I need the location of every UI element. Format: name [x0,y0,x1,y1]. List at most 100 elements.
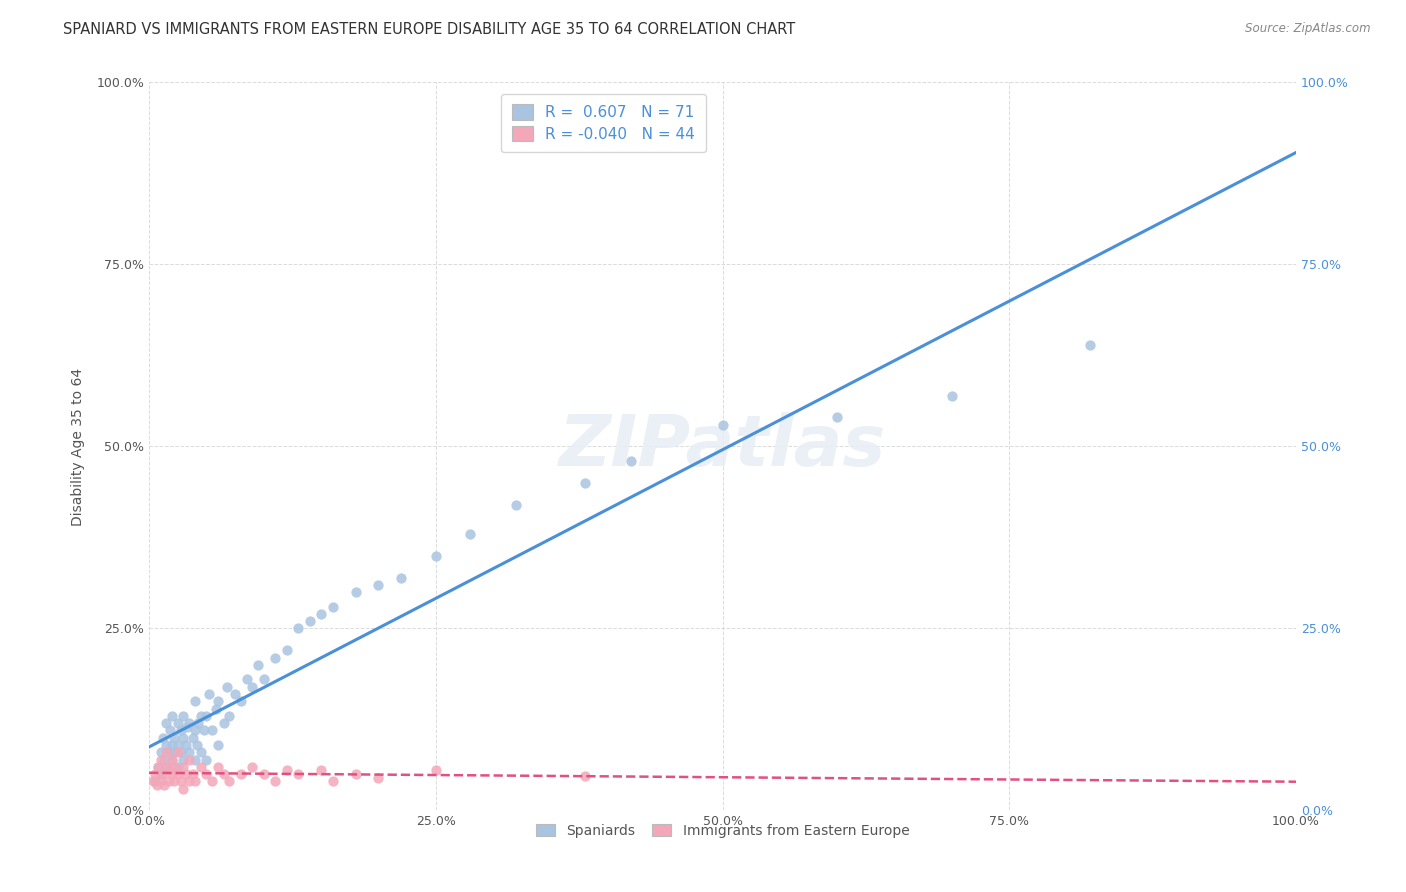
Point [160,709,183,723]
Text: SPANIARD VS IMMIGRANTS FROM EASTERN EUROPE DISABILITY AGE 35 TO 64 CORRELATION C: SPANIARD VS IMMIGRANTS FROM EASTERN EURO… [63,22,796,37]
Point [160,738,183,752]
Point [344,585,367,599]
Y-axis label: Disability Age 35 to 64: Disability Age 35 to 64 [72,368,86,525]
Point [253,767,276,781]
Point [155,760,177,774]
Point [141,774,163,789]
Point [166,760,188,774]
Point [276,643,298,657]
Point [276,764,298,778]
Point [711,417,734,432]
Point [201,723,224,738]
Point [148,760,170,774]
Point [159,764,181,778]
Point [149,745,172,759]
Point [173,760,195,774]
Point [240,760,263,774]
Point [193,723,215,738]
Point [229,694,252,708]
Point [153,752,176,766]
Point [166,716,188,731]
Point [152,731,174,745]
Point [170,745,193,759]
Point [212,767,235,781]
Point [179,716,201,731]
Point [181,767,204,781]
Point [159,723,181,738]
Point [155,738,177,752]
Point [287,767,309,781]
Point [149,752,172,766]
Point [173,731,195,745]
Point [195,767,218,781]
Point [160,752,183,766]
Point [264,650,287,665]
Point [505,498,527,512]
Text: Source: ZipAtlas.com: Source: ZipAtlas.com [1246,22,1371,36]
Point [163,731,186,745]
Text: ZIPatlas: ZIPatlas [560,412,886,481]
Point [190,709,212,723]
Point [174,767,197,781]
Point [155,760,177,774]
Point [179,745,201,759]
Point [247,657,270,672]
Point [197,687,219,701]
Point [166,738,188,752]
Point [148,760,170,774]
Point [574,475,596,490]
Point [170,723,193,738]
Point [195,752,218,766]
Point [163,745,186,759]
Point [165,760,187,774]
Point [179,752,201,766]
Point [179,774,201,789]
Point [143,774,166,789]
Point [298,614,321,628]
Point [190,760,212,774]
Point [574,768,596,782]
Point [184,774,207,789]
Point [309,764,332,778]
Point [184,723,207,738]
Point [207,760,229,774]
Legend: Spaniards, Immigrants from Eastern Europe: Spaniards, Immigrants from Eastern Europ… [530,819,915,844]
Point [163,774,186,789]
Point [287,622,309,636]
Point [224,687,246,701]
Point [152,767,174,781]
Point [184,694,207,708]
Point [207,694,229,708]
Point [190,745,212,759]
Point [153,778,176,792]
Point [155,745,177,759]
Point [344,767,367,781]
Point [181,731,204,745]
Point [149,767,172,781]
Point [458,526,481,541]
Point [170,774,193,789]
Point [620,454,643,468]
Point [827,410,849,425]
Point [253,673,276,687]
Point [322,599,344,614]
Point [159,745,181,759]
Point [155,716,177,731]
Point [149,774,172,789]
Point [367,578,389,592]
Point [309,607,332,621]
Point [217,680,239,694]
Point [367,771,389,785]
Point [143,767,166,781]
Point [166,767,188,781]
Point [187,716,209,731]
Point [235,673,257,687]
Point [184,752,207,766]
Point [322,774,344,789]
Point [176,720,198,734]
Point [173,781,195,796]
Point [173,709,195,723]
Point [146,778,169,792]
Point [941,388,963,402]
Point [391,570,413,584]
